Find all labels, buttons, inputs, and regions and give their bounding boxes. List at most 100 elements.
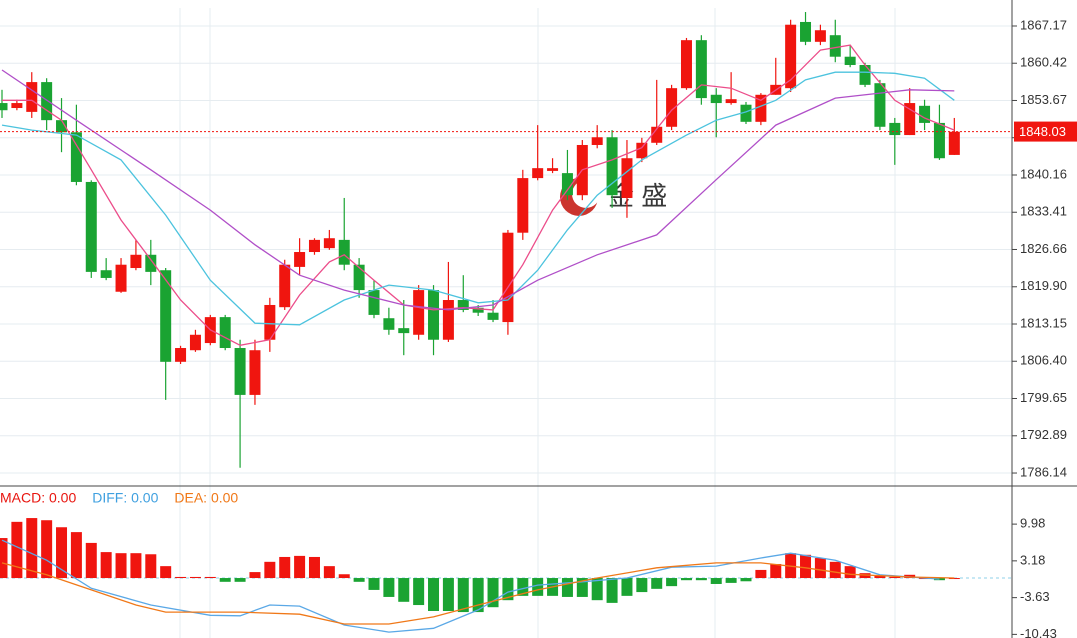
- macd-bar: [710, 578, 722, 584]
- candle-body: [398, 328, 410, 334]
- candle-body: [413, 290, 425, 335]
- line: [1, 71, 955, 326]
- macd-bar: [234, 578, 246, 582]
- legend-entry: DIFF: 0.00: [92, 490, 158, 506]
- candle-body: [889, 122, 901, 136]
- watermark-text: 金 盛: [608, 181, 667, 211]
- macd-bar: [398, 578, 410, 602]
- y-tick-label: 1833.41: [1020, 204, 1067, 219]
- macd-bar: [308, 556, 320, 579]
- candle-body: [26, 82, 38, 112]
- macd-bar: [175, 576, 187, 579]
- candle-body: [636, 142, 648, 159]
- legend-entry: DEA: 0.00: [174, 490, 238, 506]
- y-tick-label: 1860.42: [1020, 55, 1067, 70]
- macd-bar: [948, 578, 960, 580]
- candle-body: [904, 103, 916, 136]
- candle-body: [874, 83, 886, 127]
- candle-body: [800, 21, 812, 42]
- macd-bar: [576, 578, 588, 597]
- candle-body: [428, 290, 440, 340]
- macd-bar: [160, 566, 172, 579]
- line: [1, 562, 955, 625]
- macd-bar: [933, 578, 945, 581]
- candle-body: [294, 252, 306, 267]
- candle-body: [561, 173, 573, 196]
- macd-bar: [532, 578, 544, 596]
- macd-bar: [606, 578, 618, 603]
- macd-bar: [814, 558, 826, 579]
- candle-body: [56, 120, 68, 133]
- macd-bar: [219, 578, 231, 582]
- candle-body: [249, 350, 261, 395]
- y-tick-label: 1826.66: [1020, 241, 1067, 256]
- macd-bar: [41, 520, 53, 579]
- macd-bar: [85, 542, 97, 579]
- candle-body: [264, 304, 276, 340]
- candle-body: [0, 103, 8, 111]
- macd-bar: [487, 578, 499, 608]
- candle-body: [725, 99, 737, 104]
- candle-body: [755, 94, 767, 122]
- macd-bar: [695, 578, 707, 581]
- candle-body: [740, 104, 752, 122]
- macd-bar: [680, 578, 692, 581]
- y-tick-label: 1792.89: [1020, 427, 1067, 442]
- candle-body: [502, 232, 514, 323]
- last-price-label: 1848.03: [1019, 124, 1066, 139]
- macd-bar: [621, 578, 633, 596]
- macd-bar: [442, 578, 454, 611]
- y-tick-label: 3.18: [1020, 552, 1045, 567]
- candle-body: [814, 30, 826, 42]
- macd-bar: [666, 578, 678, 587]
- macd-bar: [264, 561, 276, 579]
- candle-body: [517, 178, 529, 233]
- y-tick-label: -3.63: [1020, 589, 1050, 604]
- candle-body: [234, 348, 246, 395]
- line: [2, 44, 955, 346]
- candle-body: [859, 64, 871, 85]
- candle-body: [338, 239, 350, 265]
- candle-body: [547, 168, 559, 171]
- candle-body: [844, 56, 856, 65]
- macd-bar: [249, 572, 261, 579]
- macd-bar: [502, 578, 514, 601]
- macd-bar: [457, 578, 469, 613]
- macd-bar: [829, 561, 841, 579]
- candle-body: [487, 312, 499, 320]
- macd-bar: [115, 553, 127, 579]
- candle-body: [785, 24, 797, 89]
- macd-bar: [189, 576, 201, 579]
- macd-bar: [755, 569, 767, 579]
- y-tick-label: 1819.90: [1020, 278, 1067, 293]
- candle-body: [219, 317, 231, 349]
- candle-body: [100, 270, 112, 278]
- candle-body: [710, 94, 722, 104]
- legend-entry: MACD: 0.00: [0, 490, 76, 506]
- macd-bar: [889, 576, 901, 579]
- y-tick-label: 1813.15: [1020, 315, 1067, 330]
- candle-body: [948, 131, 960, 155]
- candle-body: [41, 82, 53, 121]
- macd-bar: [651, 578, 663, 589]
- macd-bar: [636, 578, 648, 593]
- candle-body: [353, 264, 365, 291]
- macd-bar: [130, 553, 142, 579]
- macd-bar: [145, 554, 157, 579]
- candle-body: [919, 105, 931, 123]
- candle-body: [621, 158, 633, 198]
- candle-body: [933, 122, 945, 159]
- candle-body: [472, 307, 484, 313]
- candle-body: [160, 270, 172, 362]
- macd-bar: [844, 566, 856, 579]
- macd-bar: [11, 521, 23, 579]
- macd-bar: [800, 554, 812, 579]
- macd-bar: [338, 574, 350, 579]
- candle-body: [457, 300, 469, 310]
- macd-bar: [294, 555, 306, 579]
- candle-body: [442, 300, 454, 340]
- y-tick-label: 1786.14: [1020, 464, 1067, 479]
- candle-body: [695, 40, 707, 99]
- macd-bar: [725, 578, 737, 583]
